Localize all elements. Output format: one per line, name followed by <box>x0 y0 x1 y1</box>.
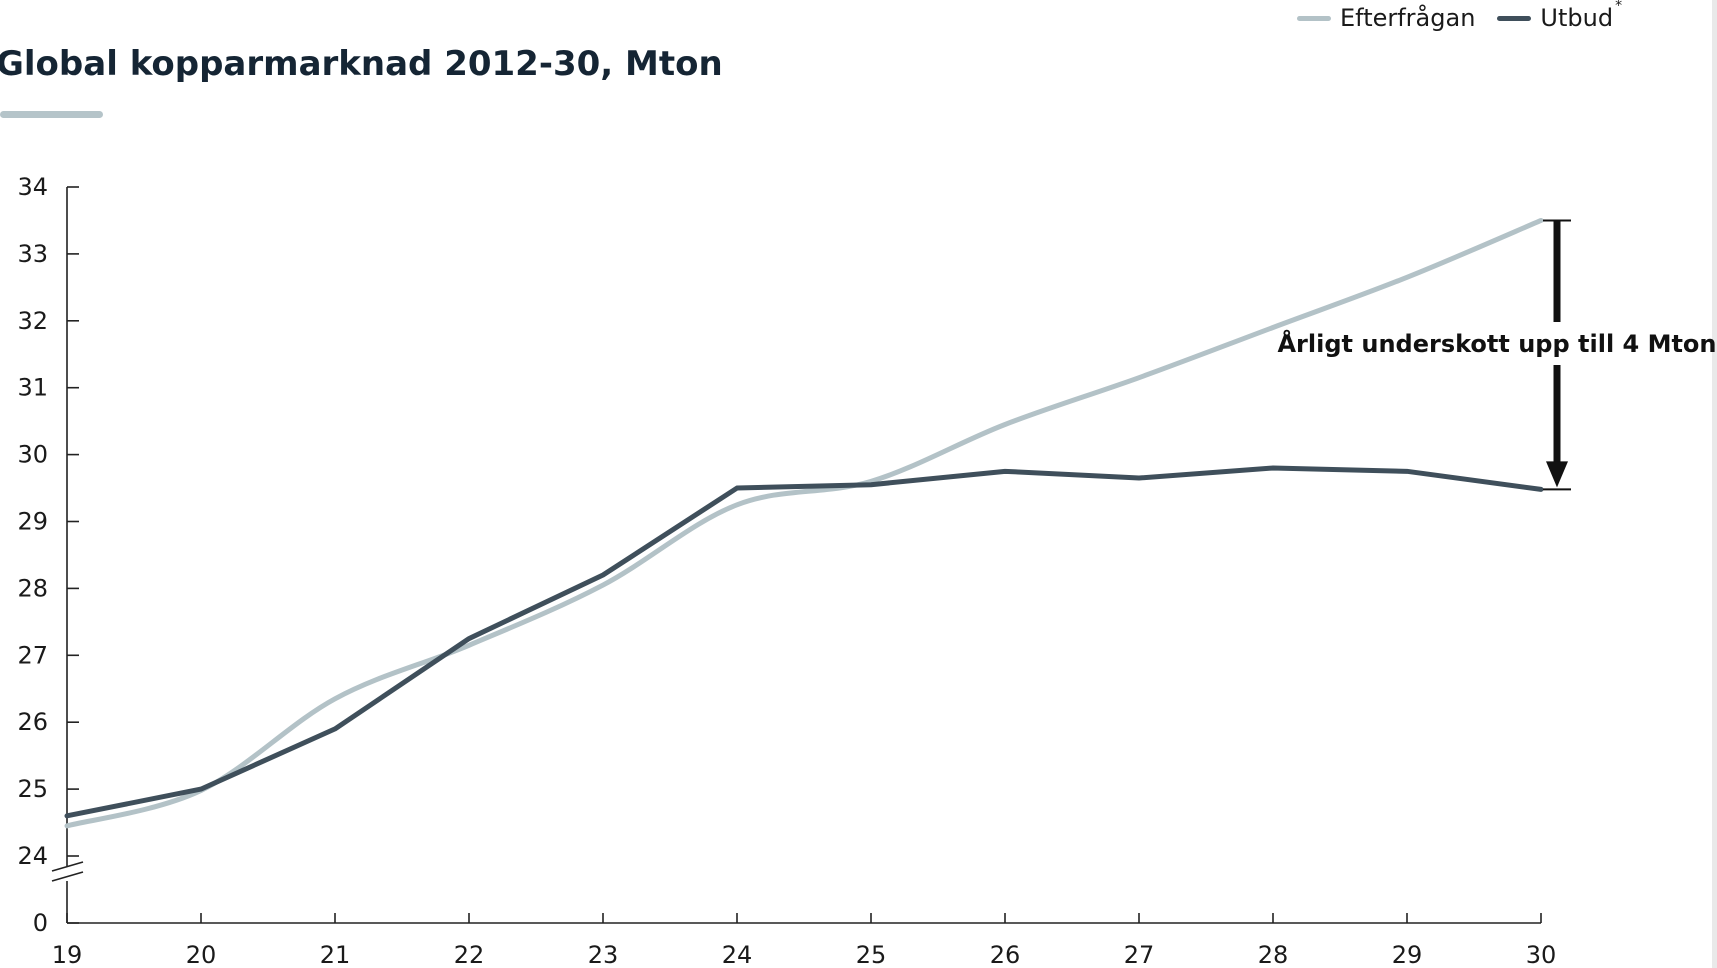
chart-annotation: Årligt underskott upp till 4 Mton <box>1277 219 1717 491</box>
x-tick-label: 29 <box>1392 941 1423 968</box>
y-tick-label: 31 <box>17 374 48 402</box>
chart-axes: 0 24 25 26 27 28 29 30 31 32 33 34 19 20 21 22 23 24 25 26 2… <box>17 173 1556 968</box>
y-tick-label: 29 <box>17 508 48 536</box>
x-tick-label: 20 <box>186 941 217 968</box>
y-tick-label: 26 <box>17 708 48 736</box>
legend-label-utbud: Utbud <box>1540 4 1614 32</box>
chart-title: Global kopparmarknad 2012-30, Mton <box>0 44 723 84</box>
y-tick-label: 24 <box>17 842 48 870</box>
y-tick-label: 27 <box>17 641 48 669</box>
legend-superscript-utbud: * <box>1615 0 1623 14</box>
x-tick-label: 26 <box>990 941 1021 968</box>
x-tick-label: 24 <box>722 941 753 968</box>
chart-series-lines <box>64 217 1544 829</box>
y-axis-break-mark <box>51 871 84 882</box>
legend-item-efterfragan: Efterfrågan <box>1297 4 1475 32</box>
x-tick-label: 30 <box>1526 941 1557 968</box>
legend-swatch-utbud <box>1497 15 1532 21</box>
right-border <box>1712 0 1717 968</box>
y-tick-label: 32 <box>17 307 48 335</box>
x-tick-label: 25 <box>856 941 887 968</box>
y-tick-label: 28 <box>17 574 48 602</box>
y-tick-label: 33 <box>17 240 48 268</box>
y-tick-label: 34 <box>17 173 48 201</box>
annotation-text: Årligt underskott upp till 4 Mton <box>1277 329 1716 358</box>
title-underline <box>0 111 103 118</box>
series-line-utbud <box>64 465 1544 819</box>
x-tick-label: 19 <box>52 941 83 968</box>
y-tick-label: 30 <box>17 441 48 469</box>
x-tick-label: 28 <box>1258 941 1289 968</box>
y-tick-label: 0 <box>33 909 48 937</box>
x-tick-label: 23 <box>588 941 619 968</box>
legend-label-efterfragan: Efterfrågan <box>1340 4 1476 32</box>
x-tick-label: 27 <box>1124 941 1155 968</box>
legend-item-utbud: Utbud * <box>1497 0 1622 32</box>
x-tick-label: 22 <box>454 941 485 968</box>
y-axis-break-mark <box>51 861 84 872</box>
annotation-arrow-head <box>1546 461 1568 488</box>
x-tick-label: 21 <box>320 941 351 968</box>
legend: Efterfrågan Utbud * <box>1297 0 1644 32</box>
legend-swatch-efterfragan <box>1297 15 1331 21</box>
series-line-efterfragan <box>64 217 1544 829</box>
y-tick-label: 25 <box>17 775 48 803</box>
